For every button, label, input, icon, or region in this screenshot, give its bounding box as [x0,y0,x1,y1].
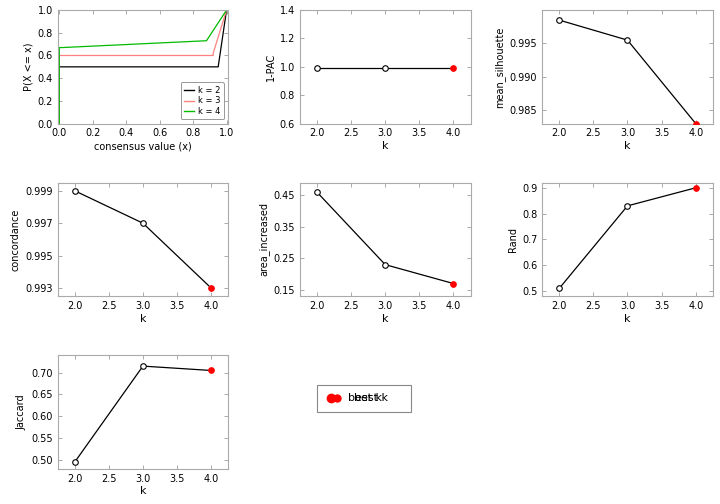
X-axis label: k: k [140,486,146,496]
X-axis label: k: k [624,314,631,324]
X-axis label: k: k [624,141,631,151]
Y-axis label: Rand: Rand [508,227,518,252]
Y-axis label: concordance: concordance [11,208,21,271]
Text: best k: best k [354,393,389,403]
X-axis label: k: k [382,141,389,151]
X-axis label: k: k [140,314,146,324]
Y-axis label: P(X <= x): P(X <= x) [23,43,33,91]
FancyBboxPatch shape [317,385,411,412]
Y-axis label: mean_silhouette: mean_silhouette [495,26,505,107]
Y-axis label: area_increased: area_increased [258,203,269,276]
X-axis label: k: k [382,314,389,324]
Y-axis label: Jaccard: Jaccard [17,394,27,430]
Text: best k: best k [348,393,382,403]
Legend: k = 2, k = 3, k = 4: k = 2, k = 3, k = 4 [181,83,224,119]
Y-axis label: 1-PAC: 1-PAC [266,53,276,81]
X-axis label: consensus value (x): consensus value (x) [94,141,192,151]
